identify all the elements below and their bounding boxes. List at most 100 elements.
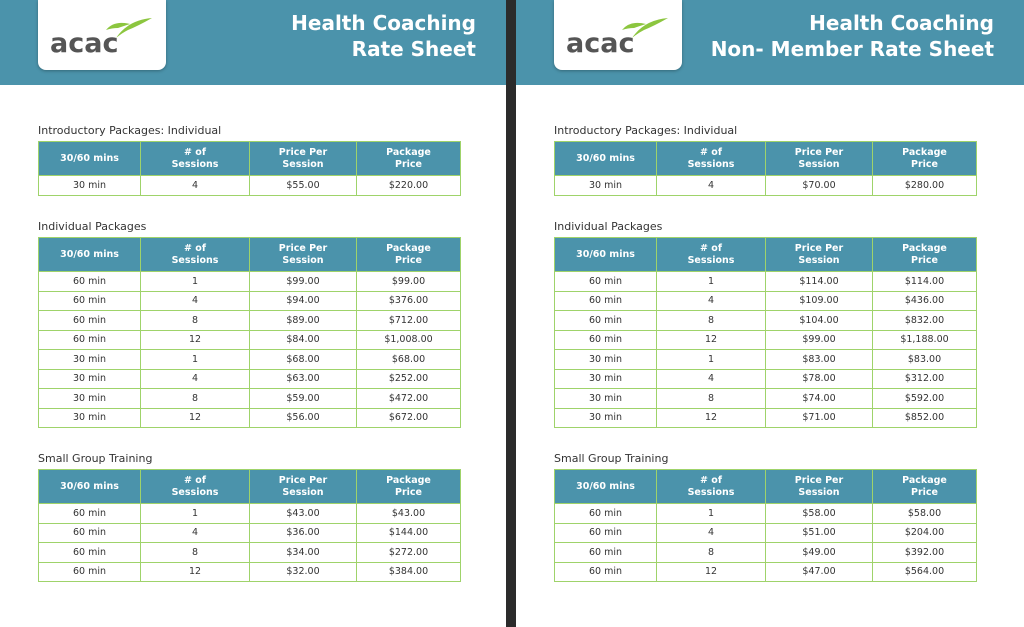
header-cell: # of Sessions — [656, 141, 766, 176]
header-cell: Package Price — [872, 469, 977, 504]
cell: 8 — [140, 542, 250, 563]
cell: $712.00 — [356, 310, 461, 331]
header-text: 30/60 mins — [60, 152, 119, 164]
cell: $83.00 — [765, 349, 873, 370]
header-text: Package Price — [902, 146, 947, 170]
header-text: 30/60 mins — [576, 248, 635, 260]
cell: $83.00 — [872, 349, 977, 370]
cell: 60 min — [554, 503, 657, 524]
cell: $58.00 — [872, 503, 977, 524]
header-text: # of Sessions — [687, 474, 735, 498]
cell: $36.00 — [249, 522, 357, 543]
cell: $1,008.00 — [356, 329, 461, 350]
rate-table: 30/60 mins # of Sessions Price Per Session… — [38, 237, 461, 428]
data-row: 60 min 8 $104.00 $832.00 — [554, 310, 977, 331]
cell: $312.00 — [872, 368, 977, 389]
cell: $99.00 — [249, 271, 357, 292]
cell: $51.00 — [765, 522, 873, 543]
cell: $68.00 — [249, 349, 357, 370]
cell: 60 min — [38, 561, 141, 582]
header-cell: Price Per Session — [765, 141, 873, 176]
cell: $220.00 — [356, 175, 461, 196]
header-cell: Package Price — [356, 469, 461, 504]
header-cell: Price Per Session — [249, 469, 357, 504]
cell: $852.00 — [872, 407, 977, 428]
data-row: 60 min 1 $99.00 $99.00 — [38, 271, 461, 292]
cell: 8 — [140, 310, 250, 331]
header-cell: 30/60 mins — [38, 141, 141, 176]
cell: 12 — [656, 329, 766, 350]
cell: $114.00 — [872, 271, 977, 292]
cell: 60 min — [554, 310, 657, 331]
header-row: 30/60 mins # of Sessions Price Per Session… — [554, 469, 977, 504]
data-row: 60 min 4 $51.00 $204.00 — [554, 522, 977, 543]
header-text: Price Per Session — [794, 474, 844, 498]
cell: 60 min — [554, 542, 657, 563]
cell: $272.00 — [356, 542, 461, 563]
logo-swoosh — [622, 18, 668, 38]
cell: $672.00 — [356, 407, 461, 428]
header-cell: Price Per Session — [765, 237, 873, 272]
cell: $376.00 — [356, 290, 461, 311]
cell: 1 — [656, 271, 766, 292]
cell: 30 min — [554, 388, 657, 409]
header-text: # of Sessions — [171, 242, 219, 266]
cell: 30 min — [554, 175, 657, 196]
cell: 8 — [656, 542, 766, 563]
cell: 4 — [656, 368, 766, 389]
cell: $43.00 — [356, 503, 461, 524]
cell: 4 — [656, 175, 766, 196]
data-row: 60 min 8 $49.00 $392.00 — [554, 542, 977, 563]
data-row: 30 min 8 $59.00 $472.00 — [38, 388, 461, 409]
cell: 1 — [140, 349, 250, 370]
cell: 30 min — [38, 388, 141, 409]
cell: 4 — [656, 522, 766, 543]
cell: 8 — [656, 310, 766, 331]
header-text: 30/60 mins — [60, 480, 119, 492]
rate-table: 30/60 mins # of Sessions Price Per Session… — [554, 141, 977, 196]
data-row: 30 min 4 $78.00 $312.00 — [554, 368, 977, 389]
header-text: # of Sessions — [687, 146, 735, 170]
cell: $34.00 — [249, 542, 357, 563]
header-cell: Price Per Session — [765, 469, 873, 504]
cell: 12 — [140, 561, 250, 582]
cell: $104.00 — [765, 310, 873, 331]
cell: $63.00 — [249, 368, 357, 389]
cell: $56.00 — [249, 407, 357, 428]
header-cell: Price Per Session — [249, 237, 357, 272]
cell: 4 — [140, 175, 250, 196]
title: Health Coaching Non- Member Rate Sheet — [711, 10, 994, 62]
cell: $84.00 — [249, 329, 357, 350]
cell: 1 — [140, 271, 250, 292]
header-cell: # of Sessions — [656, 237, 766, 272]
cell: 60 min — [554, 522, 657, 543]
cell: 60 min — [38, 271, 141, 292]
section-title: Introductory Packages: Individual — [38, 124, 222, 137]
cell: 60 min — [38, 290, 141, 311]
cell: $144.00 — [356, 522, 461, 543]
cell: $99.00 — [356, 271, 461, 292]
title-line: Non- Member Rate Sheet — [710, 37, 994, 61]
rate-table: 30/60 mins # of Sessions Price Per Session… — [38, 141, 461, 196]
cell: 60 min — [554, 329, 657, 350]
header-cell: 30/60 mins — [38, 469, 141, 504]
cell: $280.00 — [872, 175, 977, 196]
cell: 30 min — [554, 407, 657, 428]
header-cell: 30/60 mins — [554, 237, 657, 272]
data-row: 30 min 1 $68.00 $68.00 — [38, 349, 461, 370]
cell: 8 — [140, 388, 250, 409]
cell: 60 min — [554, 290, 657, 311]
cell: 12 — [656, 561, 766, 582]
title-line: Health Coaching — [809, 11, 994, 35]
cell: 30 min — [554, 349, 657, 370]
cell: 1 — [656, 349, 766, 370]
header-text: # of Sessions — [171, 146, 219, 170]
cell: $252.00 — [356, 368, 461, 389]
cell: 30 min — [38, 175, 141, 196]
cell: $392.00 — [872, 542, 977, 563]
cell: $47.00 — [765, 561, 873, 582]
data-row: 30 min 4 $70.00 $280.00 — [554, 175, 977, 196]
data-row: 30 min 4 $55.00 $220.00 — [38, 175, 461, 196]
header-row: 30/60 mins # of Sessions Price Per Session… — [554, 237, 977, 272]
header-text: Price Per Session — [278, 146, 328, 170]
